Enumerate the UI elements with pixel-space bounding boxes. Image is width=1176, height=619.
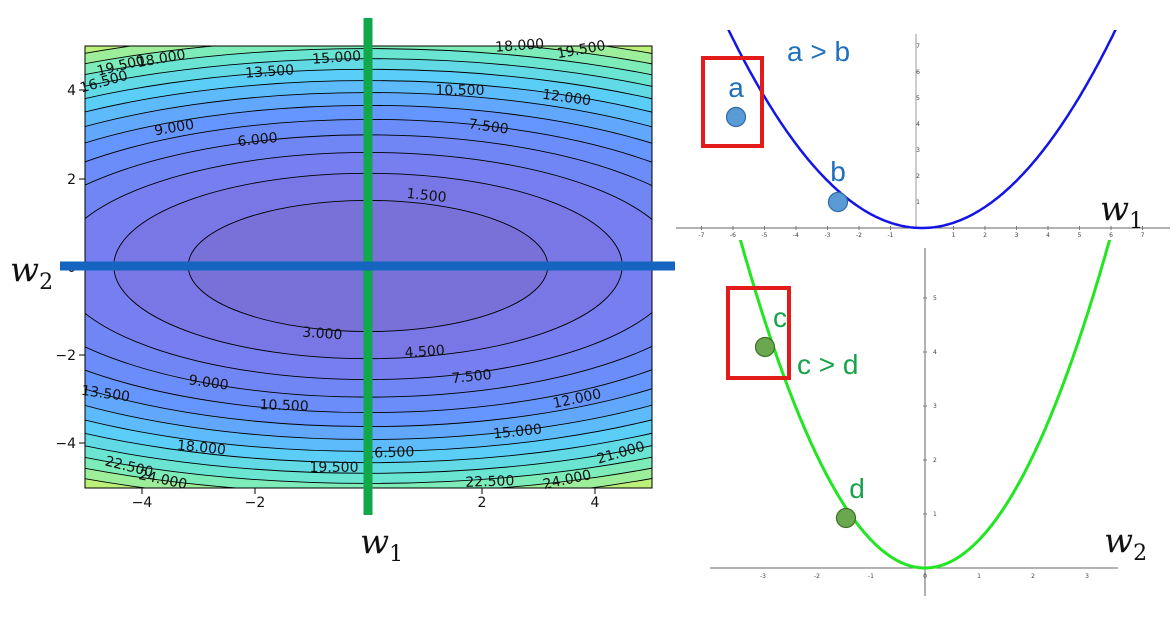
top-axis-ticks: -7 -6 -5 -4 -3 -2 -1 1 2 3 4 5 6 7 7 6 5 4 3 2 1	[699, 43, 1145, 239]
tick-label: -1	[888, 232, 894, 239]
tick-label: 7	[916, 43, 920, 50]
contour-level-label: 16.500	[365, 444, 415, 462]
tick-label: 2	[983, 232, 987, 239]
tick-label: 4	[1046, 232, 1050, 239]
bottom-w2-label: w2	[1104, 521, 1147, 566]
tick-label: -7	[699, 232, 705, 239]
w2-label: w2	[10, 250, 53, 295]
contour-level-label: 18.000	[176, 438, 226, 459]
tick-label: 3	[1085, 573, 1089, 580]
contour-level-label: 7.500	[468, 116, 510, 137]
contour-level-label: 3.000	[302, 325, 343, 344]
tick-label: 4	[933, 349, 937, 356]
tick-label: 1	[933, 511, 937, 518]
top-w1-label: w1	[1100, 189, 1143, 234]
tick-label: 5	[933, 295, 937, 302]
contour-level-label: 15.000	[312, 48, 362, 67]
x-tick-label: −4	[132, 495, 153, 511]
tick-label: 2	[933, 457, 937, 464]
relation-c-d: c > d	[797, 349, 858, 380]
contour-level-label: 7.500	[451, 367, 493, 387]
contour-level-label: 9.000	[153, 117, 195, 140]
point-a	[725, 106, 747, 128]
tick-label: 6	[1109, 232, 1113, 239]
contour-level-label: 13.500	[80, 383, 131, 406]
contour-level-label: 12.000	[541, 87, 592, 110]
point-b-label: b	[830, 156, 846, 187]
tick-label: 1	[952, 232, 956, 239]
tick-label: 2	[1031, 573, 1035, 580]
top-parabola-plot: -7 -6 -5 -4 -3 -2 -1 1 2 3 4 5 6 7 7 6 5 4 3 2 1 a b a > b w…	[676, 30, 1170, 239]
contour-x-ticks	[141, 488, 596, 494]
tick-label: 7	[1141, 232, 1145, 239]
tick-label: 0	[923, 573, 927, 580]
x-tick-label: 2	[478, 495, 487, 511]
contour-level-label: 4.500	[404, 343, 445, 362]
point-c-label: c	[773, 302, 787, 333]
contour-level-label: 22.500	[465, 473, 515, 491]
highlight-box-a	[701, 56, 764, 148]
point-d-label: d	[849, 473, 865, 504]
tick-label: -4	[793, 232, 799, 239]
bottom-parabola-curve	[738, 240, 1112, 570]
bottom-parabola-plot: -3 -2 -1 0 1 2 3 5 4 3 2 1 c d c > d w2	[710, 240, 1147, 596]
contour-level-label: 9.000	[188, 372, 230, 393]
x-tick-label: 4	[591, 495, 600, 511]
tick-label: 1	[916, 199, 920, 206]
contour-level-label: 19.500	[310, 460, 359, 476]
relation-a-b: a > b	[787, 36, 850, 67]
y-tick-label: −4	[55, 436, 76, 452]
point-d	[835, 507, 857, 529]
contour-level-label: 15.000	[492, 422, 542, 443]
contour-level-label: 6.000	[237, 130, 279, 150]
tick-label: 3	[916, 147, 920, 154]
y-tick-label: 2	[67, 172, 76, 188]
point-b	[827, 191, 849, 213]
contour-level-label: 13.500	[245, 62, 295, 81]
contour-level-label: 10.500	[259, 397, 309, 415]
tick-label: 1	[977, 573, 981, 580]
tick-label: -3	[825, 232, 831, 239]
tick-label: 4	[916, 121, 920, 128]
contour-level-label: 1.500	[406, 186, 448, 206]
contour-level-label: 10.500	[436, 83, 485, 99]
top-parabola-curve	[727, 30, 1117, 230]
tick-label: -1	[868, 573, 874, 580]
contour-level-label: 18.000	[495, 36, 545, 55]
tick-label: -6	[730, 232, 736, 239]
x-tick-label: −2	[245, 495, 266, 511]
tick-label: 6	[916, 69, 920, 76]
tick-label: -2	[814, 573, 820, 580]
tick-label: -5	[762, 232, 768, 239]
tick-label: 3	[933, 403, 937, 410]
w1-label: w1	[360, 522, 403, 567]
tick-label: 2	[916, 173, 920, 180]
point-a-label: a	[728, 72, 744, 103]
tick-label: 3	[1015, 232, 1019, 239]
tick-label: 5	[1078, 232, 1082, 239]
y-tick-label: −2	[55, 348, 76, 364]
highlight-box-c	[726, 286, 791, 380]
point-c	[754, 336, 776, 358]
y-tick-label: 4	[67, 83, 76, 99]
tick-label: -2	[856, 232, 862, 239]
bottom-axis-ticks: -3 -2 -1 0 1 2 3 5 4 3 2 1	[760, 295, 1089, 580]
tick-label: -3	[760, 573, 766, 580]
tick-label: 5	[916, 95, 920, 102]
